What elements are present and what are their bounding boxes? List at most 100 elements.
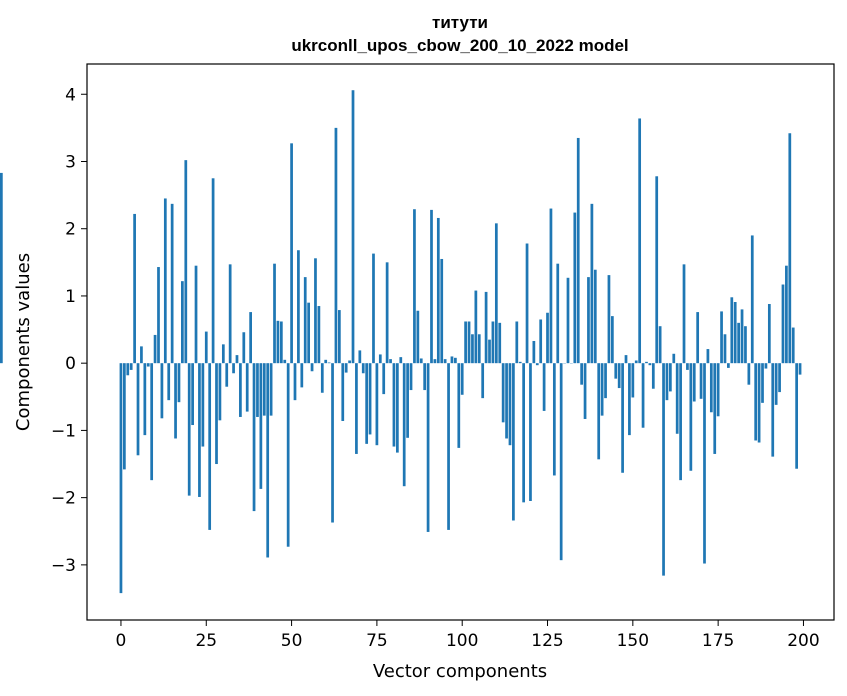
bar [785,265,788,364]
bar [143,363,147,436]
bar [337,310,341,364]
bar [477,334,481,364]
bar [576,137,580,364]
bar [368,363,372,435]
bar [778,363,781,393]
bar [262,363,266,416]
bar [631,363,635,398]
bar [211,178,215,364]
bar [648,363,652,366]
bar [761,363,764,403]
bar [716,363,720,417]
bar [235,355,239,364]
y-tick-label: −2 [51,489,76,509]
bar [378,354,382,364]
bar [686,363,689,370]
bar [662,363,665,576]
bar [221,344,225,364]
bar [607,275,611,364]
bar [303,277,307,364]
bar [290,143,293,364]
bar [692,363,696,402]
bar [798,363,802,375]
bar [150,363,154,481]
bar [416,310,420,364]
bar [310,363,314,372]
bar [402,363,406,487]
bar [460,363,464,395]
bar [160,363,164,419]
bar [737,322,740,364]
bar [730,297,734,364]
bar [413,209,416,364]
bar [593,269,597,364]
bar [447,363,450,530]
bar [440,258,444,364]
bar [146,363,150,367]
y-tick-label: 4 [65,85,76,105]
bar [624,355,628,364]
bar [293,363,297,401]
x-tick-label: 150 [617,631,649,651]
bar [433,359,437,364]
y-tick-label: −1 [51,421,76,441]
bar [348,360,351,364]
bar [430,209,433,364]
bar [249,312,252,364]
bar [286,363,290,547]
bar [331,363,334,523]
bar [252,363,256,512]
bar [314,258,317,364]
bar [457,363,461,448]
bar [443,359,447,364]
bar [181,281,184,364]
bar [279,321,283,364]
bar [566,277,570,364]
bar [396,363,399,453]
bar [406,363,409,438]
bar [491,321,495,364]
bar [194,265,198,364]
bar [454,357,457,364]
y-axis-label: Components values [13,253,34,431]
bar [610,316,614,364]
bar [467,321,471,364]
bar [307,302,311,364]
bar [539,319,543,364]
bar [617,363,621,389]
bar [276,320,280,364]
bar [518,361,522,364]
bar [580,363,584,385]
bar [419,358,423,364]
bar [385,262,389,364]
y-tick-label: 0 [65,354,76,374]
bar [682,264,686,364]
bar [273,263,276,364]
bar [522,363,525,503]
bar [123,363,126,470]
bar [409,363,413,391]
bar [754,363,758,441]
bar [583,363,587,419]
x-tick-label: 125 [531,631,563,651]
bar [474,290,478,364]
bar [484,291,488,364]
bar [709,363,713,413]
bar [392,363,396,447]
plot-frame [86,63,835,621]
bar [733,302,737,364]
bar [791,327,795,364]
bar [269,363,273,416]
bar [232,363,235,374]
bar [552,363,556,476]
bar [297,250,300,364]
bar [672,353,676,364]
bar [559,363,563,561]
bar [525,243,529,364]
chart-subtitle: ukrconll_upos_cbow_200_10_2022 model [291,36,628,55]
bar [658,326,662,364]
bar [344,363,348,373]
bar [464,321,467,364]
bar [358,350,362,364]
